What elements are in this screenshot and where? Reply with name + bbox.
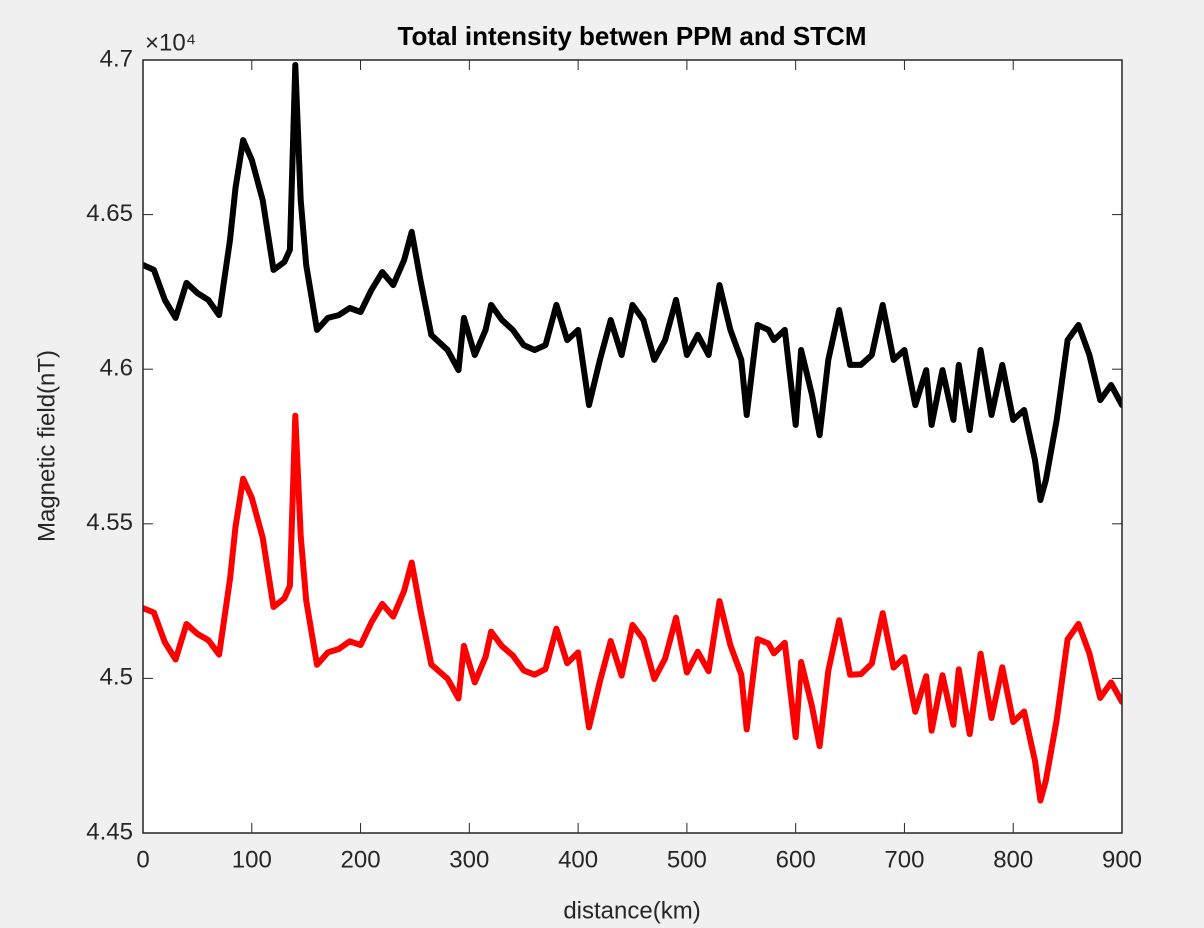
y-tick-label: 4.55 — [86, 509, 133, 536]
data-line — [143, 61, 1122, 503]
y-tick-label: 4.5 — [100, 664, 133, 691]
y-tick-label: 4.65 — [86, 200, 133, 227]
y-exponent: ×10⁴ — [145, 29, 196, 56]
y-axis-label: Magnetic field(nT) — [33, 350, 60, 542]
x-tick-label: 300 — [449, 846, 489, 873]
x-axis-label: distance(km) — [563, 897, 700, 924]
plot-area — [143, 60, 1122, 833]
chart-title: Total intensity betwen PPM and STCM — [398, 21, 867, 51]
x-tick-label: 800 — [993, 846, 1033, 873]
x-tick-label: 500 — [667, 846, 707, 873]
x-tick-label: 400 — [558, 846, 598, 873]
x-tick-label: 700 — [884, 846, 924, 873]
x-tick-label: 900 — [1102, 846, 1142, 873]
y-tick-label: 4.45 — [86, 818, 133, 845]
y-tick-label: 4.6 — [100, 355, 133, 382]
y-tick-label: 4.7 — [100, 45, 133, 72]
x-tick-label: 0 — [136, 846, 149, 873]
axes-box — [142, 59, 1123, 834]
x-tick-label: 200 — [341, 846, 381, 873]
data-line — [143, 412, 1122, 804]
x-tick-label: 100 — [232, 846, 272, 873]
x-tick-label: 600 — [776, 846, 816, 873]
